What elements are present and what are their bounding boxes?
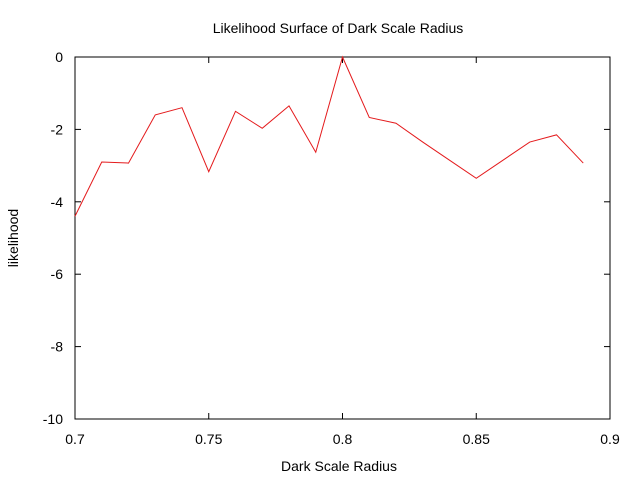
x-tick-label: 0.7: [65, 431, 85, 447]
x-tick-label: 0.9: [600, 431, 620, 447]
x-tick-label: 0.8: [333, 431, 353, 447]
x-axis-label: Dark Scale Radius: [281, 458, 397, 474]
chart-title: Likelihood Surface of Dark Scale Radius: [213, 20, 464, 36]
x-tick-label: 0.85: [463, 431, 490, 447]
x-tick-label: 0.75: [195, 431, 222, 447]
y-tick-label: -10: [43, 411, 63, 427]
y-axis-label: likelihood: [5, 209, 21, 267]
y-ticks: 0 -2 -4 -6 -8 -10: [43, 49, 610, 427]
y-tick-label: -6: [51, 266, 64, 282]
y-tick-label: -2: [51, 121, 64, 137]
series-layer: [74, 55, 584, 217]
y-tick-label: 0: [55, 49, 63, 65]
series-line: [74, 55, 584, 217]
plot-frame: [74, 56, 611, 420]
x-ticks: 0.7 0.75 0.8 0.85 0.9: [65, 57, 620, 447]
y-tick-label: -4: [51, 194, 64, 210]
y-tick-label: -8: [51, 339, 64, 355]
